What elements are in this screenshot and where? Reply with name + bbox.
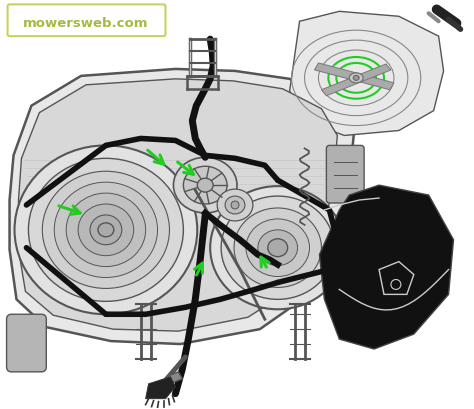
- Polygon shape: [319, 185, 454, 349]
- Ellipse shape: [268, 239, 288, 256]
- Ellipse shape: [66, 193, 146, 267]
- Text: mowersweb.com: mowersweb.com: [23, 17, 149, 30]
- Ellipse shape: [183, 166, 227, 204]
- Polygon shape: [321, 64, 391, 96]
- Ellipse shape: [234, 208, 321, 288]
- Ellipse shape: [78, 204, 134, 256]
- Ellipse shape: [98, 223, 114, 237]
- Ellipse shape: [258, 230, 298, 265]
- FancyBboxPatch shape: [7, 314, 46, 372]
- Ellipse shape: [90, 215, 122, 245]
- Ellipse shape: [173, 157, 237, 213]
- Polygon shape: [9, 69, 354, 344]
- Ellipse shape: [217, 189, 253, 221]
- Polygon shape: [146, 377, 175, 399]
- Ellipse shape: [197, 178, 213, 192]
- Ellipse shape: [15, 146, 197, 314]
- Ellipse shape: [353, 75, 359, 80]
- Ellipse shape: [225, 196, 245, 214]
- Polygon shape: [314, 63, 394, 90]
- Ellipse shape: [28, 158, 183, 301]
- Polygon shape: [168, 372, 182, 383]
- FancyBboxPatch shape: [327, 146, 364, 203]
- FancyBboxPatch shape: [8, 4, 165, 36]
- Ellipse shape: [246, 219, 310, 276]
- Ellipse shape: [231, 201, 239, 209]
- Ellipse shape: [42, 171, 170, 288]
- Polygon shape: [18, 79, 337, 331]
- Ellipse shape: [221, 196, 334, 299]
- Ellipse shape: [349, 73, 363, 83]
- Polygon shape: [290, 11, 444, 135]
- Ellipse shape: [54, 182, 157, 277]
- Ellipse shape: [210, 186, 345, 309]
